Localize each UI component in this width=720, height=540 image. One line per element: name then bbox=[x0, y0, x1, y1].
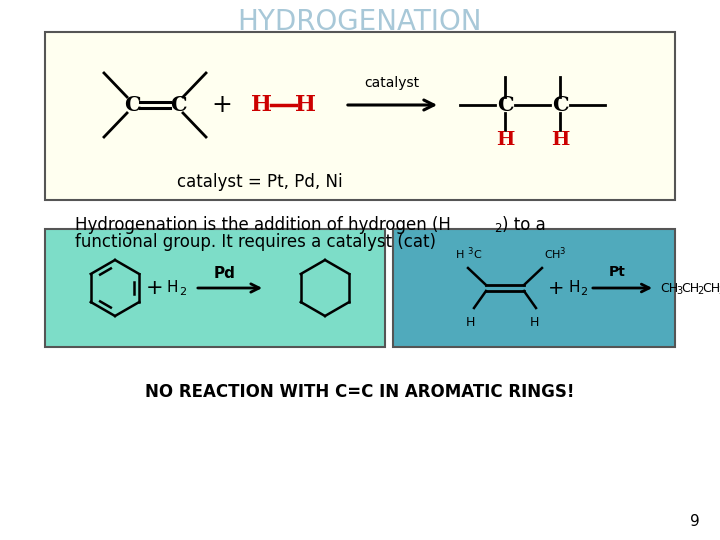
Bar bbox=[45, 32, 675, 200]
Text: 2: 2 bbox=[494, 222, 502, 235]
Text: 3: 3 bbox=[467, 247, 472, 256]
Text: C: C bbox=[124, 95, 140, 115]
Text: H: H bbox=[496, 131, 514, 149]
Text: H: H bbox=[551, 131, 570, 149]
Text: H: H bbox=[465, 316, 474, 329]
Text: H: H bbox=[456, 250, 464, 260]
Text: C: C bbox=[473, 250, 481, 260]
Text: +: + bbox=[146, 278, 164, 298]
Bar bbox=[45, 229, 385, 347]
Text: H: H bbox=[167, 280, 179, 295]
Text: Pd: Pd bbox=[214, 267, 236, 281]
Text: +: + bbox=[548, 279, 564, 298]
Text: C: C bbox=[552, 95, 568, 115]
Text: catalyst: catalyst bbox=[364, 76, 420, 90]
Text: Pt: Pt bbox=[608, 265, 626, 279]
Text: H: H bbox=[251, 94, 272, 116]
Text: 3: 3 bbox=[676, 286, 682, 296]
Text: CH: CH bbox=[681, 281, 699, 294]
Text: H: H bbox=[529, 316, 539, 329]
Text: CH: CH bbox=[660, 281, 678, 294]
Text: ) to a: ) to a bbox=[502, 216, 546, 234]
Text: 3: 3 bbox=[559, 247, 564, 256]
Text: CH: CH bbox=[702, 281, 720, 294]
Text: HYDROGENATION: HYDROGENATION bbox=[238, 8, 482, 36]
Text: 2: 2 bbox=[718, 286, 720, 296]
Text: catalyst = Pt, Pd, Ni: catalyst = Pt, Pd, Ni bbox=[177, 173, 343, 191]
Text: 2: 2 bbox=[179, 287, 186, 297]
Text: C: C bbox=[497, 95, 513, 115]
Text: C: C bbox=[170, 95, 186, 115]
Text: NO REACTION WITH C=C IN AROMATIC RINGS!: NO REACTION WITH C=C IN AROMATIC RINGS! bbox=[145, 383, 575, 401]
Text: C: C bbox=[544, 250, 552, 260]
Text: H: H bbox=[568, 280, 580, 295]
Bar bbox=[393, 229, 675, 347]
Text: 2: 2 bbox=[697, 286, 703, 296]
Text: H: H bbox=[294, 94, 315, 116]
Text: H: H bbox=[552, 250, 560, 260]
Text: 9: 9 bbox=[690, 515, 700, 530]
Text: functional group. It requires a catalyst (cat): functional group. It requires a catalyst… bbox=[75, 233, 436, 251]
Text: 2: 2 bbox=[580, 287, 587, 297]
Text: Hydrogenation is the addition of hydrogen (H: Hydrogenation is the addition of hydroge… bbox=[75, 216, 451, 234]
Text: +: + bbox=[212, 93, 233, 117]
